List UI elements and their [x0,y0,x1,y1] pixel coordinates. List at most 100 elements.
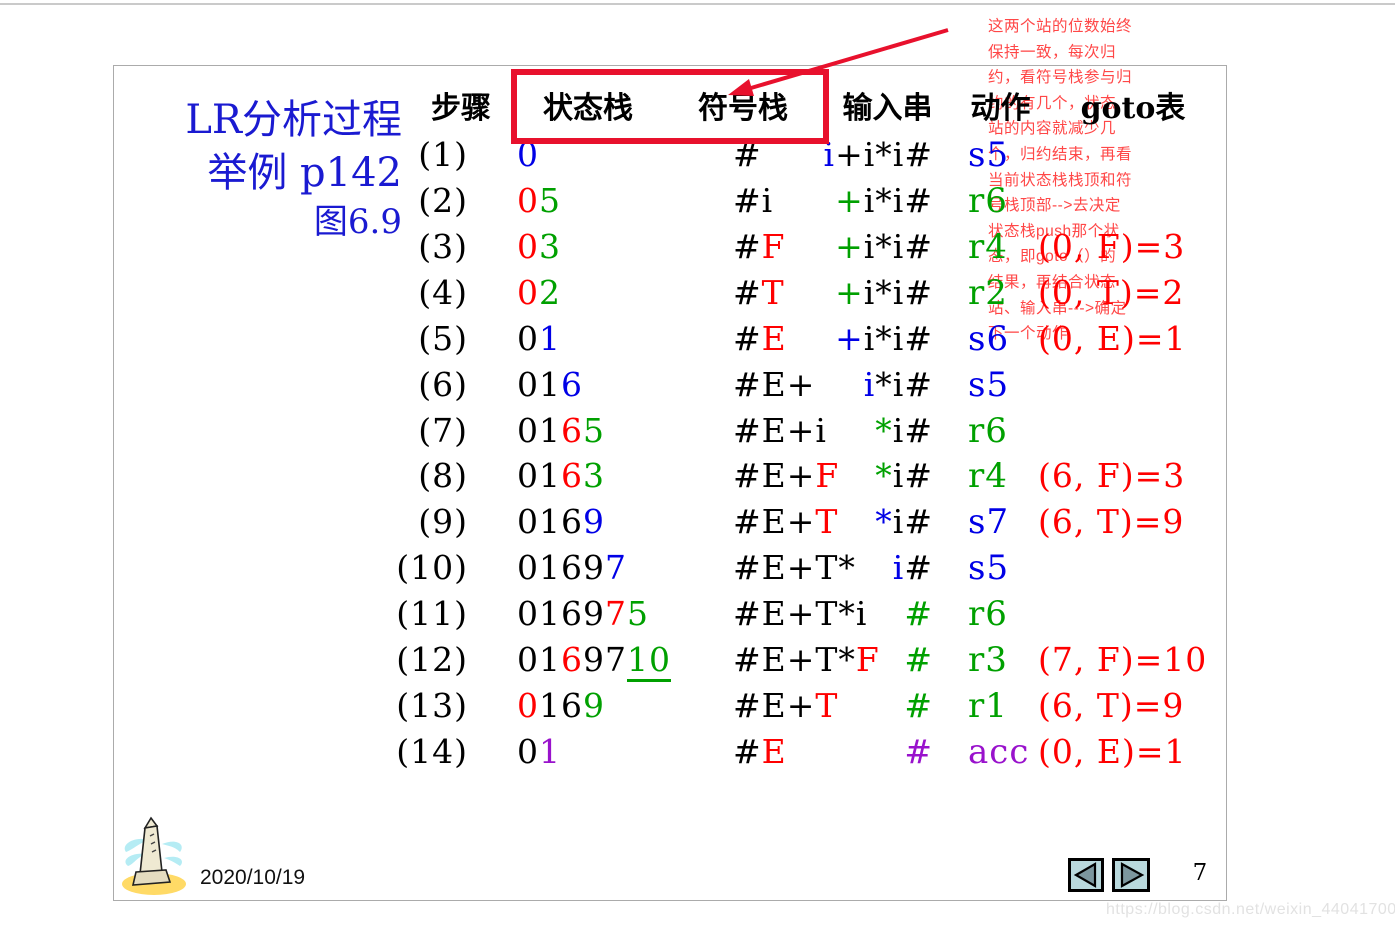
cell-action: r6 [968,178,1063,224]
table-row: (5) 01 #E +i*i# s6 (0, E)=1 [0,316,1395,362]
table-row: (9) 0169 #E+T *i# s7 (6, T)=9 [0,499,1395,545]
cell-action: s5 [968,132,1063,178]
text-segment: #E+T* [733,640,856,680]
table-row: (8) 0163 #E+F *i# r4 (6, F)=3 [0,453,1395,499]
text-segment: # [904,548,933,588]
header-symbol-stack: 符号栈 [698,91,788,126]
text-segment: s5 [968,135,1010,175]
cell-state: 01697 [517,545,732,591]
text-segment: # [904,640,933,680]
text-segment: 0 [517,318,539,358]
text-segment: 3 [539,226,561,266]
header-action: 动作 [970,91,1031,126]
cell-input: # [790,637,933,683]
text-segment: F [855,640,880,680]
text-segment: * [875,502,893,542]
cell-goto [1038,132,1233,178]
table-row: (1) 0 # i+i*i# s5 [0,132,1395,178]
annotation-line: 站的内容就减少几 [988,120,1117,138]
text-segment: (13) [396,686,468,726]
text-segment: 10 [627,640,671,683]
slide-date: 2020/10/19 [200,866,306,889]
cell-action: r6 [968,408,1063,454]
text-segment: #E+T* [733,548,856,588]
cell-symbol: #E+T* [733,545,933,591]
text-segment: 0 [517,686,539,726]
left-triangle-icon [1073,862,1097,888]
text-segment: 97 [583,640,627,680]
text-segment: (0, T)=2 [1038,272,1185,312]
text-segment: i [863,364,876,404]
text-segment: i# [892,410,933,450]
table-row: (2) 05 #i +i*i# r6 [0,178,1395,224]
previous-slide-button[interactable] [1068,858,1104,892]
cell-goto: (0, F)=3 [1038,224,1233,270]
text-segment: r2 [968,272,1008,313]
text-segment: i [823,135,836,174]
cell-action: r2 [968,270,1063,316]
text-segment: 9 [583,502,605,542]
cell-step: (10) [368,545,468,591]
title-line-1: LR分析过程 [185,97,402,143]
cell-goto: (0, T)=2 [1038,270,1233,316]
text-segment: (5) [418,318,468,358]
text-segment: # [733,226,762,266]
next-slide-button[interactable] [1112,858,1150,892]
text-segment: 1 [539,731,561,771]
text-segment: (7) [418,410,468,450]
cell-action: r6 [968,591,1063,637]
text-segment: 0169 [517,548,605,588]
cell-step: (3) [368,224,468,270]
text-segment: s6 [968,318,1010,359]
text-segment: (12) [396,640,468,680]
text-segment: (2) [418,180,468,220]
top-border-line [0,3,1395,5]
watermark-text: https://blog.csdn.net/weixin_44041700 [1106,901,1395,918]
text-segment: r6 [968,180,1008,221]
text-segment: +i*i# [835,135,933,174]
text-segment: E [761,731,787,771]
text-segment: E [761,318,787,358]
text-segment: (11) [396,594,468,634]
text-segment: (0, E)=1 [1038,318,1187,358]
annotation-line: 态，即goto（）的 [988,248,1117,266]
cell-state: 0169 [517,683,732,729]
title-line-3: 图6.9 [313,202,402,242]
cell-goto [1038,408,1233,454]
cell-input: *i# [790,499,933,545]
table-row: (11) 016975 #E+T*i # r6 [0,591,1395,637]
annotation-line: 号栈顶部-->去决定 [988,197,1121,215]
text-segment: 0 [517,135,539,174]
cell-symbol: #E [733,729,933,775]
text-segment: T [815,502,839,542]
cell-action: s5 [968,545,1063,591]
text-segment: #E+ [733,686,816,726]
cell-state: 01 [517,316,732,362]
cell-state: 0165 [517,408,732,454]
text-segment: 01 [517,410,561,450]
text-segment: F [761,226,786,266]
cell-symbol: #E+F [733,453,933,499]
text-segment: # [904,731,933,771]
annotation-note: 这两个站的位数始终 保持一致，每次归 约，看符号栈参与归 约的有几个，状态 站的内容就减… [988,14,1158,347]
cell-state: 0163 [517,453,732,499]
annotation-line: 个，归约结束，再看 [988,145,1133,163]
text-segment: #E+ [733,456,816,496]
text-segment: (3) [418,226,468,266]
cell-input: *i# [790,408,933,454]
text-segment: 5 [583,410,605,450]
text-segment: (0, F)=3 [1038,226,1186,266]
text-segment: (4) [418,272,468,312]
text-segment: 01 [517,640,561,680]
text-segment: (8) [418,456,468,496]
text-segment: 2 [539,272,561,312]
text-segment: i# [892,502,933,542]
text-segment: (6, T)=9 [1038,502,1185,542]
text-segment: 5 [539,180,561,220]
text-segment: 7 [604,548,627,588]
annotation-line: 站、输入串--->确定 [988,299,1127,317]
cell-input: +i*i# [790,270,933,316]
text-segment: i# [892,456,933,496]
cell-goto [1038,545,1233,591]
